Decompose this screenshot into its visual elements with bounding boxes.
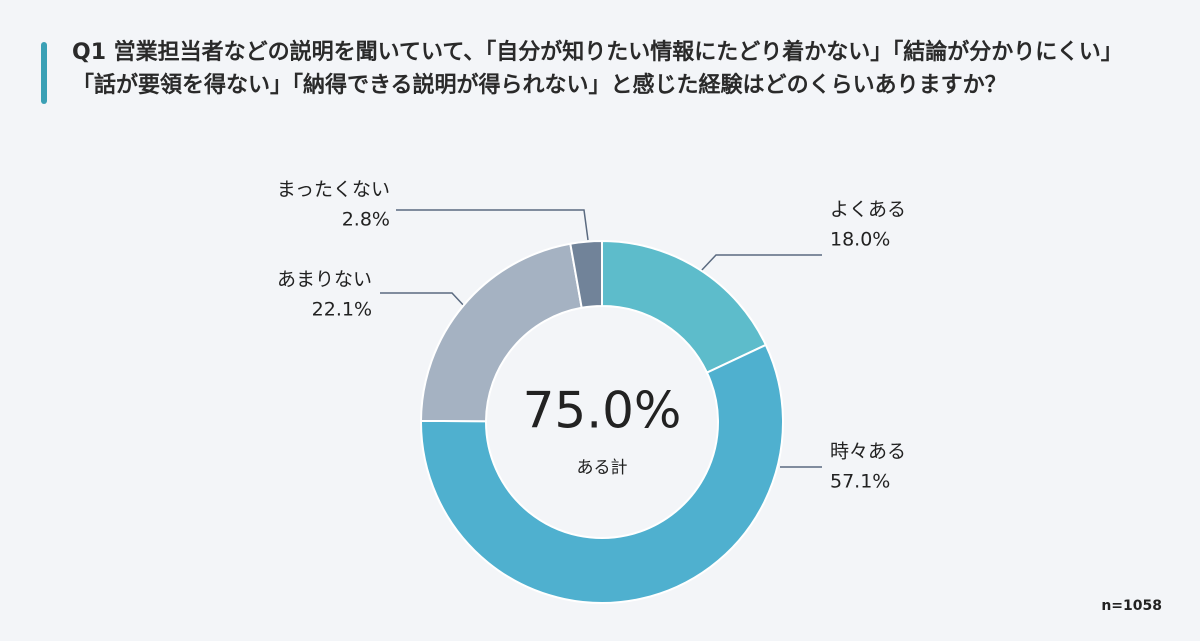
- value-label: 22.1%: [312, 299, 372, 321]
- value-label: 57.1%: [830, 471, 890, 493]
- segment-label: まったくない: [277, 179, 390, 201]
- leader-line: [396, 209, 589, 241]
- total-value: 75.0%: [523, 382, 682, 440]
- donut-segment: [420, 343, 784, 604]
- sample-note: n=1058: [1101, 598, 1162, 614]
- segment-label: 時々ある: [830, 441, 906, 463]
- chart-title: Q1 営業担当者などの説明を聞いていて、「自分が知りたい情報にたどり着かない」「…: [72, 40, 1123, 98]
- leader-line: [380, 292, 467, 309]
- title-accent: [41, 42, 47, 104]
- segment-label: よくある: [830, 199, 906, 221]
- donut-segment: [601, 239, 768, 374]
- segment-label: あまりない: [277, 269, 372, 291]
- value-label: 2.8%: [342, 209, 390, 231]
- donut-segment: [569, 239, 603, 309]
- donut-segment: [419, 242, 583, 423]
- total-caption: ある計: [577, 458, 628, 478]
- value-label: 18.0%: [830, 229, 890, 251]
- leader-line: [699, 254, 822, 273]
